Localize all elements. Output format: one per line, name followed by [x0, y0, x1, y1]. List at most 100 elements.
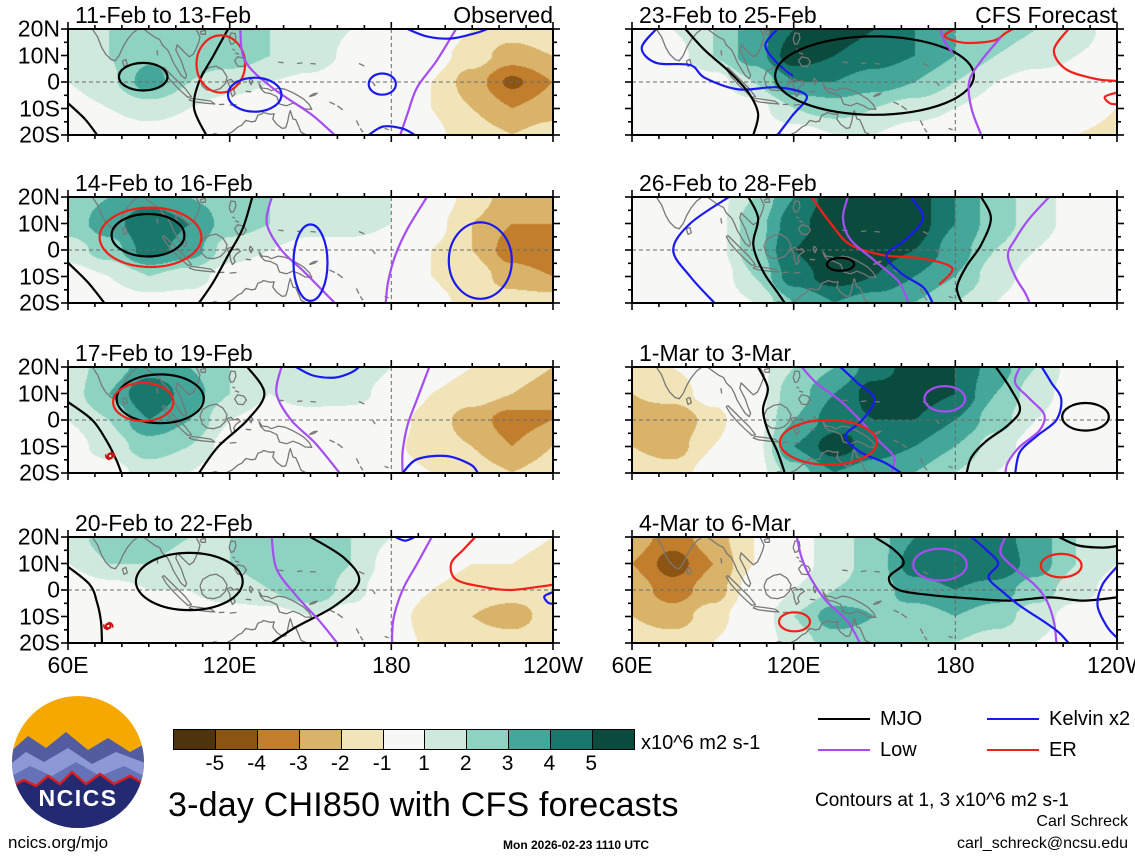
colorbar-tick-label: -1 — [372, 752, 392, 775]
colorbar-cell — [174, 730, 216, 749]
panel-title: 11-Feb to 13-Feb — [75, 2, 252, 28]
x-tick-label: 120E — [202, 652, 257, 678]
gridlines — [68, 197, 553, 303]
y-tick-label: 0 — [47, 576, 60, 603]
colorbar-cell — [215, 730, 258, 749]
axis-ticks — [625, 190, 1124, 310]
colorbar-tick-label: -4 — [247, 752, 266, 775]
x-tick-label: 120E — [766, 652, 821, 678]
coastlines — [91, 367, 389, 473]
panel-overlay — [625, 190, 1124, 310]
gridlines — [632, 197, 1117, 303]
colorbar-cell — [425, 730, 468, 749]
low-contour — [795, 537, 861, 643]
er-contour — [1103, 91, 1117, 106]
legend-label: MJO — [880, 708, 923, 730]
kelvin-contour — [640, 29, 808, 135]
mjo-contour — [873, 537, 1117, 602]
map-panel-5 — [58, 357, 563, 483]
tropical-cyclone-icon — [104, 451, 116, 461]
y-tick-label: 20S — [19, 121, 60, 148]
axis-ticks — [625, 360, 1124, 480]
kelvin-contour — [1014, 367, 1063, 473]
mjo-contour — [68, 102, 99, 135]
kelvin-contour — [543, 591, 553, 605]
gridlines — [68, 29, 553, 135]
wave-contours — [640, 29, 1117, 135]
map-panel-7 — [58, 527, 563, 653]
gridlines — [632, 367, 1117, 473]
kelvin-contour — [764, 29, 794, 77]
colorbar — [173, 729, 635, 750]
y-tick-label: 10N — [17, 550, 60, 576]
map-panel-4 — [622, 187, 1127, 313]
colorbar-tick-label: 1 — [418, 752, 430, 775]
kelvin-contour — [672, 197, 731, 303]
low-contour — [275, 367, 341, 473]
legend-label: Kelvin x2 — [1049, 708, 1131, 730]
wave-contours — [68, 367, 479, 473]
er-contour — [1039, 552, 1083, 579]
coastlines — [655, 537, 953, 643]
panel-corner-label: CFS Forecast — [975, 2, 1117, 28]
author-email: carl_schreck@ncsu.edu — [957, 835, 1128, 852]
er-contour — [943, 29, 1014, 45]
wave-contours — [68, 537, 553, 643]
mjo-contour — [774, 35, 976, 116]
panel-corner-label: Observed — [453, 2, 553, 28]
mjo-contour — [270, 537, 361, 643]
low-contour — [800, 367, 896, 473]
y-tick-label: 10S — [19, 263, 60, 289]
coastlines — [655, 367, 953, 473]
kelvin-contour — [294, 367, 361, 379]
kelvin-contour — [406, 29, 489, 40]
tropical-cyclone-icon — [103, 621, 114, 631]
kelvin-contour — [226, 76, 283, 113]
low-contour — [384, 197, 428, 303]
low-contour — [265, 197, 336, 303]
y-tick-label: 20N — [17, 523, 60, 550]
kelvin-contour — [970, 537, 1070, 643]
er-contour — [98, 206, 203, 269]
mjo-contour — [68, 400, 123, 473]
y-tick-label: 0 — [47, 68, 60, 95]
er-contour — [449, 537, 553, 592]
panel-overlay — [61, 190, 560, 310]
wave-contours — [672, 197, 1051, 303]
low-contour — [841, 197, 910, 303]
colorbar-tick-label: 2 — [459, 752, 472, 775]
coastlines — [91, 197, 389, 303]
legend-label: Low — [880, 739, 917, 761]
mjo-contour — [117, 61, 169, 92]
panel-overlay — [625, 360, 1124, 480]
panel-overlay — [61, 530, 560, 650]
website-link: ncics.org/mjo — [8, 833, 109, 852]
colorbar-tick-label: -2 — [330, 752, 350, 775]
y-tick-label: 10N — [17, 42, 60, 68]
wave-contours — [777, 537, 1117, 643]
low-contour — [390, 537, 433, 643]
low-contour — [239, 29, 336, 135]
colorbar-tick-label: -5 — [205, 752, 225, 775]
kelvin-contour — [367, 72, 397, 96]
y-tick-label: 0 — [47, 406, 60, 433]
legend-item-kelvin-x2: Kelvin x2 — [987, 708, 1131, 730]
low-contour — [1004, 367, 1046, 473]
mjo-contour — [757, 367, 786, 473]
legend-label: ER — [1049, 739, 1077, 761]
kelvin-contour — [401, 454, 479, 473]
y-tick-label: 10S — [19, 433, 60, 459]
colorbar-cell — [551, 730, 594, 749]
coastlines — [655, 197, 953, 303]
colorbar-tick-label: 5 — [585, 752, 598, 775]
mjo-contour — [115, 373, 205, 425]
figure-title: 3-day CHI850 with CFS forecasts — [168, 786, 679, 824]
gridlines — [68, 537, 553, 643]
mjo-contour — [110, 212, 186, 258]
x-tick-label: 120W — [1086, 652, 1135, 678]
logo-text: NCICS — [38, 785, 117, 811]
kelvin-contour — [394, 537, 416, 542]
panel-overlay — [61, 360, 560, 480]
colorbar-cell — [341, 730, 384, 749]
